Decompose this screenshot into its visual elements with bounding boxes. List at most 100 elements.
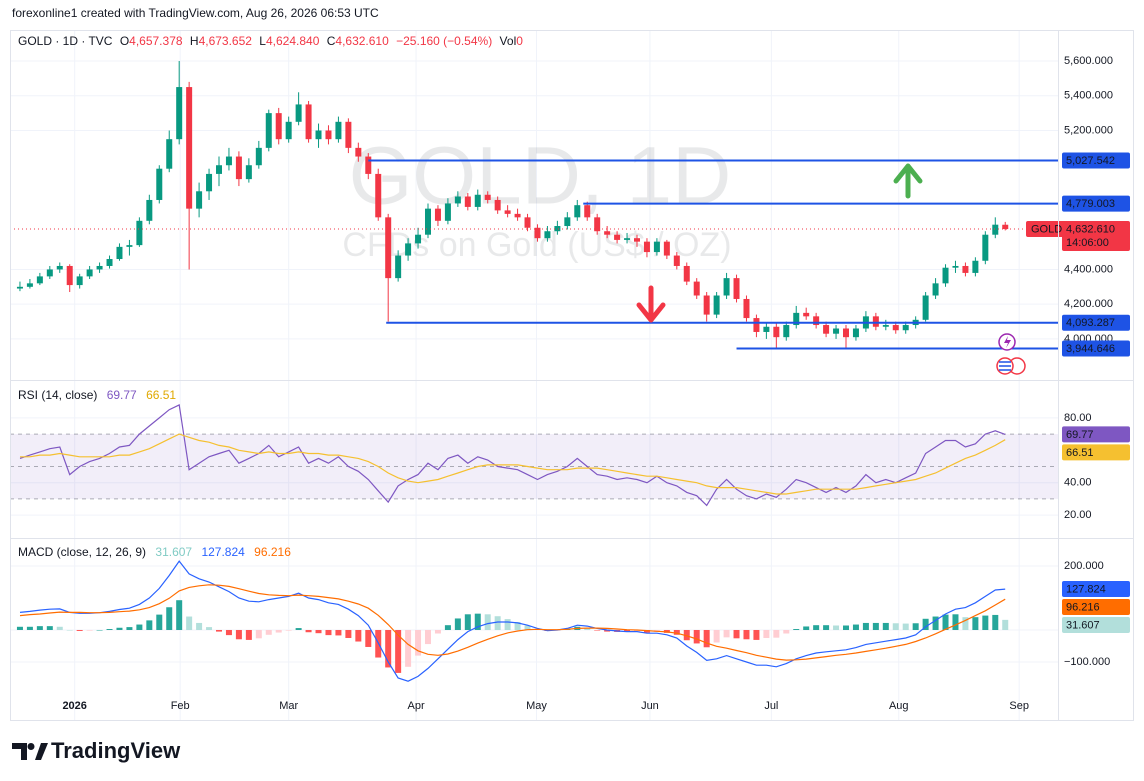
candle-body <box>653 241 660 253</box>
rsi-value: 69.77 <box>107 388 137 402</box>
candle-body <box>643 241 650 253</box>
histogram-bar <box>305 629 312 633</box>
macd-value: 127.824 <box>201 545 245 559</box>
logo-dot <box>27 743 35 750</box>
histogram-bar <box>434 629 441 634</box>
candle-body <box>196 191 203 209</box>
histogram-bar <box>673 629 680 635</box>
flag-stripes <box>999 361 1011 371</box>
histogram-bar <box>982 615 989 630</box>
candle-body <box>594 217 601 232</box>
rsi-title: RSI (14, close) <box>18 388 97 402</box>
x-tick-label: Sep <box>1009 700 1029 712</box>
ohlc-name: O <box>120 34 129 48</box>
candle-body <box>474 194 481 207</box>
x-tick-label: Apr <box>407 700 424 712</box>
candle-body <box>245 165 252 180</box>
candle-body <box>375 173 382 218</box>
histogram-bar <box>1002 619 1009 630</box>
histogram-bar <box>186 616 193 630</box>
x-tick-label: Aug <box>889 700 909 712</box>
series-line <box>19 584 1006 661</box>
histogram-bar <box>763 629 770 638</box>
histogram-bar <box>235 629 242 640</box>
grid <box>10 31 1058 720</box>
candle-body <box>265 113 272 148</box>
histogram-bar <box>46 626 53 630</box>
candle-body <box>395 255 402 279</box>
candle-body <box>504 210 511 214</box>
level-label: 3,944.646 <box>1066 343 1115 355</box>
x-tick-label: Feb <box>171 700 190 712</box>
series-last-label-box <box>1062 581 1130 598</box>
candle-body <box>415 234 422 244</box>
candle-body <box>962 265 969 273</box>
x-tick-label: Jul <box>764 700 778 712</box>
histogram-bar <box>26 626 33 630</box>
histogram-bar <box>723 629 730 638</box>
ohlc-value: 4,673.652 <box>199 34 253 48</box>
candle-body <box>544 231 551 239</box>
histogram-bar <box>36 626 43 630</box>
candle-body <box>365 156 372 174</box>
candle-body <box>136 220 143 246</box>
candle-body <box>932 283 939 296</box>
level-label-box <box>1062 195 1130 212</box>
candle-body <box>584 205 591 218</box>
candle-body <box>992 224 999 235</box>
logo-slash <box>35 743 48 760</box>
candle-body <box>892 325 899 331</box>
histogram-bar <box>425 629 431 645</box>
histogram-bar <box>405 629 412 667</box>
candle-body <box>564 217 571 227</box>
histogram-bar <box>594 629 601 631</box>
histogram-bar <box>693 629 700 644</box>
histogram-bar <box>733 629 740 639</box>
level-label-box <box>1062 314 1130 331</box>
histogram-bar <box>713 629 720 643</box>
candle-body <box>942 267 949 284</box>
level-label: 4,093.287 <box>1066 317 1115 329</box>
candle-body <box>614 234 621 240</box>
histogram-bar <box>245 629 252 640</box>
histogram-bar <box>56 626 63 630</box>
candle-body <box>425 208 431 235</box>
y-tick-label: 5,200.000 <box>1064 124 1113 136</box>
last-price-box <box>1062 221 1130 252</box>
candle-body <box>803 312 810 317</box>
candle-body <box>683 265 690 282</box>
ohlc-value: 4,632.610 <box>335 34 389 48</box>
ohlc-name: C <box>327 34 336 48</box>
candle-body <box>156 168 163 200</box>
histogram-bar <box>196 622 203 630</box>
histogram-bar <box>793 629 800 630</box>
histogram-bar <box>484 614 491 630</box>
last-price-label: 4,632.610 <box>1066 223 1115 235</box>
histogram-bar <box>166 607 173 630</box>
histogram-bar <box>882 622 889 630</box>
y-tick-label: 20.00 <box>1064 509 1092 521</box>
candle-body <box>753 318 760 332</box>
histogram-bar <box>902 623 909 630</box>
candle-body <box>106 259 113 266</box>
event-icon-bolt <box>1004 336 1011 348</box>
x-tick-label: Mar <box>279 700 298 712</box>
y-tick-label: 4,200.000 <box>1064 298 1113 310</box>
histogram-bar <box>634 629 640 632</box>
candle-body <box>235 156 242 180</box>
level-label: 5,027.542 <box>1066 155 1115 167</box>
series-last-label-box <box>1062 599 1130 616</box>
footer-logo: TradingView <box>12 738 181 763</box>
y-tick-label: 200.000 <box>1064 560 1104 572</box>
histogram-bar <box>922 618 929 630</box>
histogram-bar <box>843 625 849 630</box>
candle-body <box>514 213 521 218</box>
candle-body <box>464 196 471 207</box>
histogram-bar <box>216 629 222 632</box>
candle-body <box>285 121 292 140</box>
candle-body <box>96 265 103 270</box>
logo-mark <box>12 743 27 760</box>
candle-body <box>1002 224 1009 230</box>
candle-body <box>345 121 352 148</box>
